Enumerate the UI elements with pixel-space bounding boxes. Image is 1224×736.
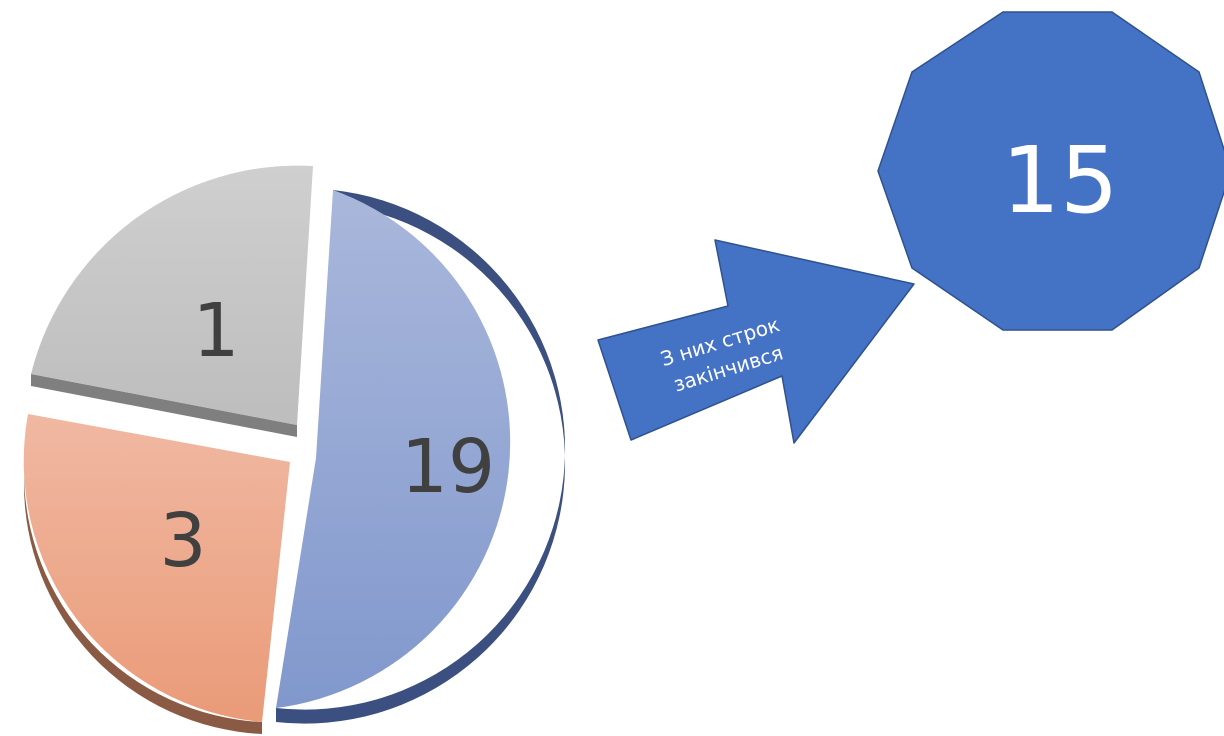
callout-value: 15 — [1001, 127, 1118, 234]
pie-chart: 1 3 19 — [23, 165, 511, 722]
pie-label-1: 1 — [192, 288, 239, 374]
pie-label-19: 19 — [401, 424, 495, 510]
callout: 15 — [877, 11, 1224, 331]
pie-label-3: 3 — [159, 498, 206, 584]
pie-slice-1-side — [31, 374, 297, 437]
arrow-shape — [597, 239, 915, 444]
pie-slice-1 — [31, 165, 313, 425]
pie-slice-3 — [23, 414, 291, 722]
arrow: З них строк закінчився — [597, 239, 915, 444]
decagon-shape — [877, 11, 1224, 331]
pie-slice-19 — [276, 190, 511, 708]
pie-depth — [23, 190, 566, 734]
